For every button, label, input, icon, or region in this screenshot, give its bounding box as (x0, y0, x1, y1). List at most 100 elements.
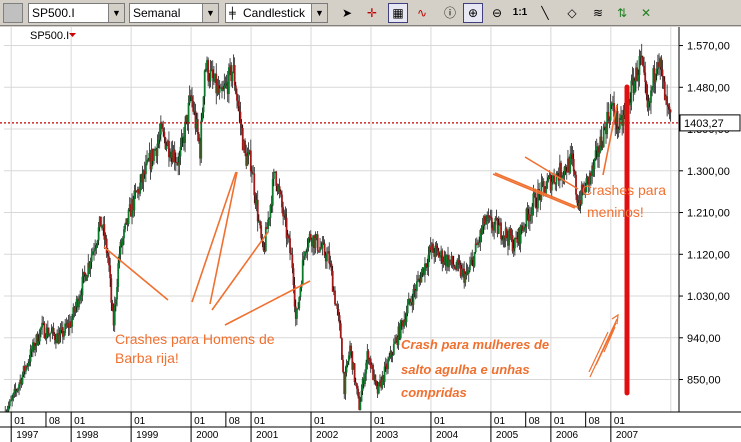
candle-body (583, 186, 585, 193)
candle-body (413, 289, 416, 291)
zoom-reset-button[interactable]: 1:1 (512, 7, 528, 18)
candle-body (539, 192, 542, 200)
candle-body (37, 341, 40, 345)
candle-body (360, 390, 363, 402)
delete-icon[interactable]: ✕ (640, 6, 652, 20)
candle-body (244, 140, 246, 154)
candle-body (541, 181, 544, 183)
candle-body (444, 255, 447, 267)
candle-body (563, 166, 566, 176)
candle-body (425, 263, 428, 268)
candle-body (668, 106, 671, 110)
grid-icon[interactable]: ▦ (388, 3, 408, 23)
candle-body (238, 105, 241, 112)
chevron-down-icon[interactable]: ▼ (311, 4, 327, 22)
candle-body (601, 146, 604, 148)
candle-body (299, 287, 302, 298)
candle-body (185, 115, 188, 122)
candle-body (121, 238, 124, 246)
candle-body (184, 121, 186, 144)
candle-body (135, 191, 138, 193)
annotation-arrow (224, 280, 311, 326)
candle-body (428, 246, 431, 256)
candle-body (105, 238, 108, 254)
candle-body (623, 110, 626, 115)
chevron-down-icon[interactable]: ▼ (202, 4, 218, 22)
candle-body (654, 73, 657, 83)
candle-body (139, 182, 142, 194)
annotation-women-line1: Crash para mulheres de (401, 337, 549, 352)
candle-body (387, 360, 389, 370)
candle-body (102, 224, 105, 229)
month-tick-label: 01 (314, 416, 326, 427)
candle-body (606, 111, 609, 135)
candle-body (10, 400, 12, 402)
symbol-lookup-icon[interactable] (3, 3, 23, 23)
candle-body (357, 388, 359, 397)
candle-body (143, 170, 146, 175)
candle-body (209, 69, 212, 82)
info-icon[interactable]: ⓘ (443, 6, 456, 20)
chevron-down-icon[interactable]: ▼ (108, 4, 124, 22)
zoom-icon[interactable]: ⊕ (463, 3, 483, 23)
year-tick-label: 2002 (316, 430, 339, 441)
month-tick-label: 01 (134, 416, 146, 427)
candle-body (442, 262, 445, 264)
candle-body (98, 216, 101, 228)
candle-body (467, 270, 470, 274)
candle-body (268, 217, 271, 220)
candle-body (309, 233, 312, 240)
candle-body (396, 337, 399, 345)
candle-body (55, 339, 57, 344)
candle-body (311, 239, 313, 247)
candle-body (459, 264, 462, 277)
candle-body (290, 253, 293, 255)
candle-body (496, 218, 499, 234)
candle-body (343, 371, 346, 395)
candle-body (194, 110, 197, 129)
chart-style-combo[interactable]: ╪ Candlestick ▼ (225, 3, 328, 23)
indicator-wave-icon[interactable]: ∿ (416, 6, 428, 20)
candle-body (482, 216, 485, 227)
candle-body (368, 358, 371, 361)
candle-body (474, 243, 477, 253)
candle-body (306, 247, 309, 252)
month-tick-label: 08 (49, 416, 61, 427)
candle-body (287, 235, 290, 239)
candle-body (28, 361, 31, 363)
fibonacci-icon[interactable]: ≋ (592, 6, 604, 20)
cursor-arrow-icon[interactable]: ➤ (341, 6, 353, 20)
candle-body (373, 374, 376, 380)
candle-body (575, 174, 577, 195)
eraser-icon[interactable]: ◇ (567, 6, 577, 20)
candlestick-icon: ╪ (229, 7, 236, 20)
up-down-arrows-icon[interactable]: ⇅ (616, 6, 628, 20)
candle-body (8, 400, 11, 407)
period-combo[interactable]: Semanal ▼ (129, 3, 219, 23)
candle-body (225, 81, 228, 84)
candle-body (531, 206, 534, 216)
candle-body (302, 256, 305, 260)
candle-body (210, 69, 213, 71)
candle-body (247, 152, 250, 156)
trendline-icon[interactable]: ╲ (541, 6, 549, 20)
candle-body (40, 327, 42, 330)
candle-body (609, 103, 612, 121)
candle-body (445, 255, 448, 267)
candle-body (319, 247, 321, 252)
candle-body (632, 78, 635, 93)
candle-body (70, 321, 72, 327)
candle-body (458, 262, 461, 265)
candle-body (245, 153, 248, 166)
crosshair-icon[interactable]: ✛ (366, 6, 378, 20)
candle-body (329, 263, 332, 265)
price-tick-label: 1.480,00 (687, 82, 730, 94)
candle-body (616, 110, 619, 130)
symbol-combo[interactable]: SP500.I ▼ (28, 3, 125, 23)
year-tick-label: 2003 (376, 430, 399, 441)
candle-body (398, 326, 401, 339)
candlestick-chart[interactable]: 1.570,001.480,001.390,001.300,001.210,00… (0, 27, 741, 442)
candle-body (542, 181, 545, 187)
candle-body (315, 234, 318, 238)
zoom-out-icon[interactable]: ⊖ (491, 6, 503, 20)
